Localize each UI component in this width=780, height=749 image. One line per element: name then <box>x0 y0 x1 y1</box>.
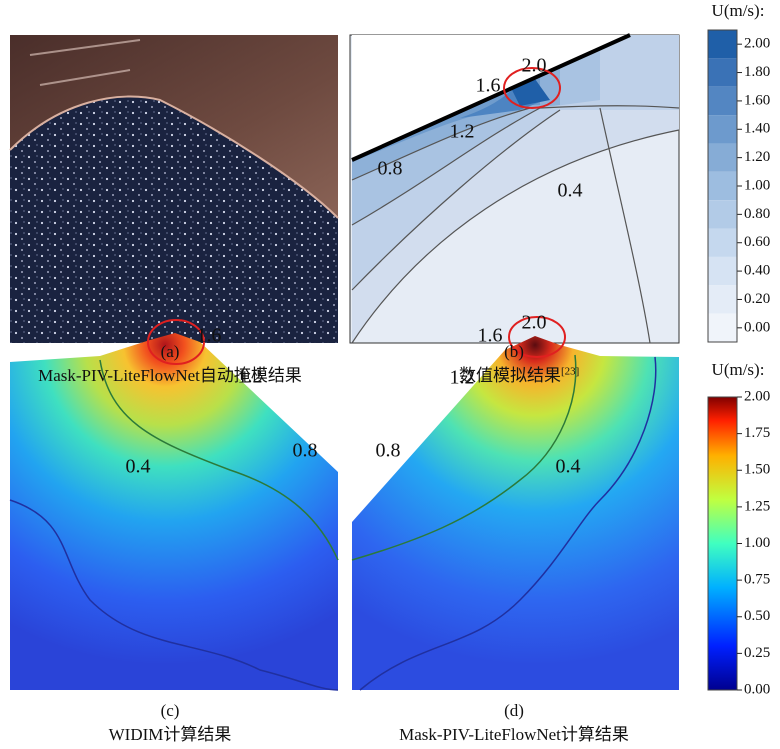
colorbar-tick-label: 2.00 <box>744 36 770 52</box>
colorbar-tick-label: 0.00 <box>744 319 770 335</box>
colorbar-band <box>708 257 737 285</box>
contour-label: 0.4 <box>556 456 581 478</box>
colorbar-tick-label: 1.00 <box>744 535 770 551</box>
figure: (a) Mask-PIV-LiteFlowNet自动掩模结果 (b) 数值模拟结… <box>0 0 780 749</box>
colorbar-tick-label: 1.80 <box>744 64 770 80</box>
colorbar-tick-label: 1.00 <box>744 177 770 193</box>
colorbar-band <box>708 143 737 171</box>
colorbar-band <box>708 115 737 143</box>
panel-b-contour <box>350 35 679 343</box>
colorbar-tick-label: 0.80 <box>744 206 770 222</box>
citation: [23] <box>561 366 579 378</box>
colorbar-band <box>708 87 737 115</box>
contour-label: 1.6 <box>476 75 501 97</box>
contour-label: 2.0 <box>522 55 547 77</box>
contour-label: 0.8 <box>293 440 318 462</box>
colorbar-band <box>708 58 737 86</box>
colorbar-tick-label: 0.75 <box>744 572 770 588</box>
contour-label: 0.8 <box>378 158 403 180</box>
colorbar-tick-label: 0.40 <box>744 263 770 279</box>
colorbar-band <box>708 30 737 58</box>
contour-label: 1.2 <box>450 121 475 143</box>
colorbar-tick-label: 0.60 <box>744 234 770 250</box>
contour-label: 1.2 <box>450 367 475 389</box>
panel-label: (c) <box>161 701 180 720</box>
colorbar-title: U(m/s): <box>712 360 765 379</box>
contour-label: 2.0 <box>522 312 547 334</box>
contour-label: 1.6 <box>478 325 503 347</box>
colorbar-tick-label: 1.20 <box>744 149 770 165</box>
panel-label: (a) <box>161 342 180 361</box>
colorbar-tick-label: 1.60 <box>744 92 770 108</box>
colorbar-tick-label: 0.50 <box>744 608 770 624</box>
colorbar-tick-label: 1.75 <box>744 425 770 441</box>
colorbar-band <box>708 229 737 257</box>
colorbar-title: U(m/s): <box>712 1 765 20</box>
caption: WIDIM计算结果 <box>109 725 232 744</box>
contour-label: 0.4 <box>126 456 151 478</box>
colorbar-band <box>708 314 737 342</box>
colorbar-tick-label: 0.25 <box>744 645 770 661</box>
colorbar-tick-label: 0.20 <box>744 291 770 307</box>
colorbar-band <box>708 200 737 228</box>
caption: Mask-PIV-LiteFlowNet计算结果 <box>399 725 629 744</box>
colorbar-tick-label: 0.00 <box>744 681 770 697</box>
colorbar-tick-label: 1.50 <box>744 462 770 478</box>
colorbar-band <box>708 285 737 313</box>
colorbar-tick-label: 1.25 <box>744 498 770 514</box>
colorbar-tick-label: 1.40 <box>744 121 770 137</box>
contour-label: 0.4 <box>558 180 583 202</box>
colorbar-tick-label: 2.00 <box>744 388 770 404</box>
panel-label: (d) <box>504 701 524 720</box>
contour-label: 0.8 <box>376 440 401 462</box>
contour-label: 1.6 <box>197 325 222 347</box>
panel-label: (b) <box>504 342 524 361</box>
panel-a-image <box>10 35 338 343</box>
colorbar-band <box>708 172 737 200</box>
colorbar-gradient <box>708 397 737 690</box>
contour-label: 1.2 <box>238 366 263 388</box>
